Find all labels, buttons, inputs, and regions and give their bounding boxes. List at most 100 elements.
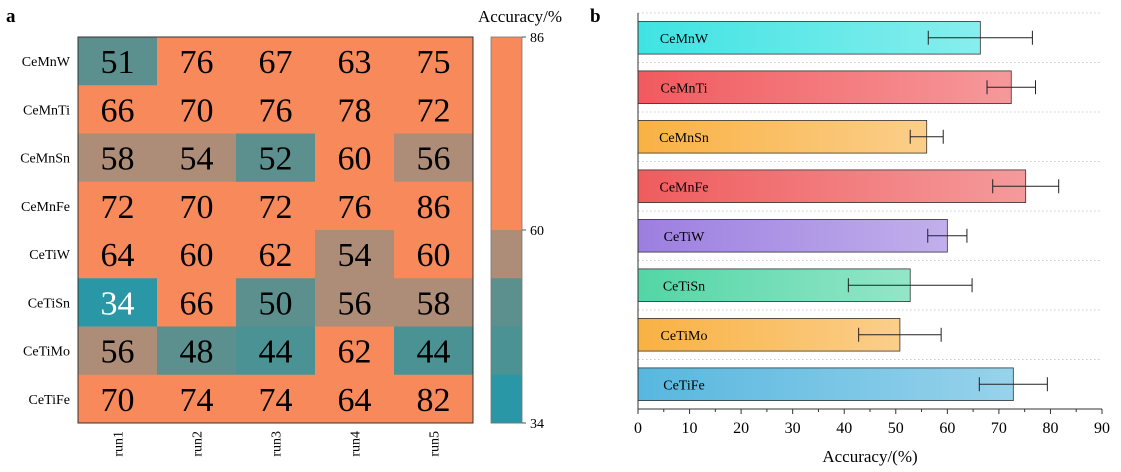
heatmap-cell-value: 44 xyxy=(417,334,451,371)
bar xyxy=(637,21,981,55)
x-tick-label: 10 xyxy=(682,420,698,437)
heatmap-cell xyxy=(157,374,237,424)
heatmap-cell xyxy=(315,85,395,134)
heatmap-cell xyxy=(157,326,237,376)
heatmap-row-label: CeMnW xyxy=(22,55,71,70)
x-tick-label: 40 xyxy=(836,420,852,437)
heatmap-cell-value: 72 xyxy=(417,92,451,129)
heatmap-cell xyxy=(394,133,474,183)
heatmap: 51 76 67 63 75 66 70 76 78 72 58 54 52 60 56 72 70 72 76 86… xyxy=(78,37,474,424)
heatmap-column-label: run5 xyxy=(428,431,443,457)
heatmap-cell-value: 74 xyxy=(259,382,293,419)
heatmap-cell xyxy=(394,37,474,86)
heatmap-cell-value: 72 xyxy=(101,189,135,226)
heatmap-row-labels: CeMnW CeMnTi CeMnSn CeMnFe CeTiW CeTiSn CeTiMo… xyxy=(20,55,71,408)
heatmap-cell-value: 63 xyxy=(338,44,372,81)
heatmap-cell xyxy=(315,230,395,279)
heatmap-cell-value: 52 xyxy=(259,141,293,178)
heatmap-cell-value: 62 xyxy=(259,237,293,274)
heatmap-cell xyxy=(157,85,237,134)
heatmap-cell-value: 60 xyxy=(180,237,214,274)
heatmap-cell-value: 60 xyxy=(417,237,451,274)
heatmap-cell-value: 78 xyxy=(338,92,372,129)
heatmap-cell xyxy=(157,37,237,86)
x-tick-label: 50 xyxy=(888,420,904,437)
heatmap-cell-value: 76 xyxy=(259,92,293,129)
heatmap-cell-value: 58 xyxy=(101,141,135,178)
heatmap-cell xyxy=(315,278,395,327)
heatmap-cell xyxy=(157,278,237,327)
heatmap-row-label: CeMnTi xyxy=(23,103,70,118)
heatmap-cell-value: 74 xyxy=(180,382,214,419)
heatmap-cell xyxy=(394,85,474,134)
heatmap-row-label: CeTiSn xyxy=(28,296,70,311)
heatmap-cell-value: 58 xyxy=(417,285,451,322)
x-tick-label: 70 xyxy=(991,420,1007,437)
heatmap-cell-value: 76 xyxy=(180,44,214,81)
heatmap-cell xyxy=(78,230,158,279)
heatmap-cell xyxy=(157,230,237,279)
heatmap-cell-value: 70 xyxy=(180,92,214,129)
heatmap-column-label: run4 xyxy=(349,431,364,457)
panel-b-label: b xyxy=(590,6,601,27)
heatmap-row-label: CeMnFe xyxy=(21,200,70,215)
heatmap-row-label: CeMnSn xyxy=(20,152,70,167)
heatmap-cell xyxy=(236,278,316,327)
bar-chart: CeMnW CeMnTi CeMnSn CeMnFe CeTiW CeTiSn CeTiMo… xyxy=(634,12,1110,437)
heatmap-cell-value: 82 xyxy=(417,382,451,419)
bar-category-label: CeTiSn xyxy=(663,279,705,294)
bar-category-label: CeMnW xyxy=(660,32,709,47)
bar-category-label: CeTiW xyxy=(664,230,706,245)
heatmap-cell xyxy=(236,230,316,279)
bar-category-label: CeMnFe xyxy=(660,180,709,195)
heatmap-cell-value: 66 xyxy=(180,285,214,322)
heatmap-cell-value: 72 xyxy=(259,189,293,226)
colorbar-tick-label: 34 xyxy=(530,417,544,432)
bar-category-label: CeMnSn xyxy=(659,131,709,146)
heatmap-cell-value: 64 xyxy=(101,237,135,274)
x-tick-label: 90 xyxy=(1094,420,1110,437)
heatmap-cell xyxy=(78,133,158,183)
heatmap-cell-value: 70 xyxy=(101,382,135,419)
bar xyxy=(637,169,1027,203)
heatmap-cell-value: 54 xyxy=(180,141,214,178)
heatmap-cell-value: 64 xyxy=(338,382,372,419)
heatmap-cell xyxy=(315,181,395,231)
heatmap-cell xyxy=(78,374,158,424)
heatmap-cell xyxy=(78,278,158,327)
heatmap-cell-value: 66 xyxy=(101,92,135,129)
x-tick-label: 30 xyxy=(785,420,801,437)
colorbar-ticks: 86 60 34 xyxy=(522,31,544,432)
heatmap-cell xyxy=(78,326,158,376)
bar-category-label: CeTiFe xyxy=(663,378,705,393)
heatmap-cell xyxy=(236,181,316,231)
heatmap-frame xyxy=(77,36,474,424)
bar-category-label: CeTiMo xyxy=(661,329,708,344)
colorbar-segment xyxy=(491,326,522,376)
heatmap-cell xyxy=(236,133,316,183)
heatmap-cell-value: 75 xyxy=(417,44,451,81)
bar-category-label: CeMnTi xyxy=(661,81,708,96)
colorbar-segment xyxy=(491,278,522,327)
heatmap-cell-value: 67 xyxy=(259,44,293,81)
colorbar-tick-label: 60 xyxy=(530,224,544,239)
heatmap-cell xyxy=(394,230,474,279)
heatmap-cell xyxy=(157,181,237,231)
heatmap-cell-value: 56 xyxy=(338,285,372,322)
heatmap-cell xyxy=(394,278,474,327)
heatmap-cell xyxy=(394,374,474,424)
heatmap-column-label: run1 xyxy=(112,431,127,457)
heatmap-cell xyxy=(315,374,395,424)
colorbar-segment xyxy=(491,37,522,231)
colorbar-tick-label: 86 xyxy=(530,31,544,46)
heatmap-cell xyxy=(394,326,474,376)
panel-a-label: a xyxy=(6,6,16,27)
heatmap-cell-value: 50 xyxy=(259,285,293,322)
heatmap-cell-value: 44 xyxy=(259,334,293,371)
x-tick-label: 0 xyxy=(634,420,642,437)
x-axis-title: Accuracy/(%) xyxy=(822,447,917,466)
heatmap-cell-value: 51 xyxy=(101,44,135,81)
heatmap-cell-value: 54 xyxy=(338,237,372,274)
x-tick-label: 20 xyxy=(733,420,749,437)
